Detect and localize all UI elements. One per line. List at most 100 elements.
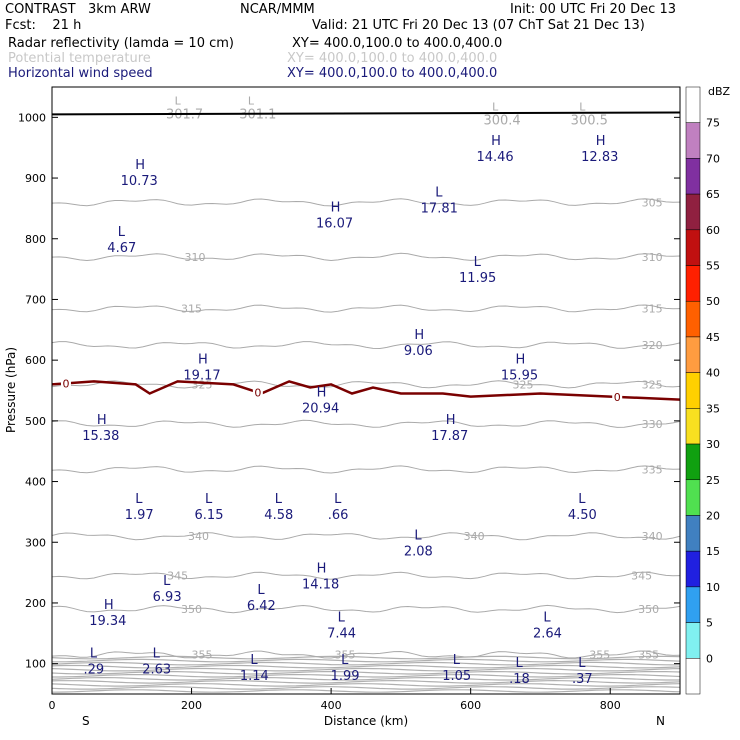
y-tick-label: 100	[25, 658, 46, 671]
wind-extremum-value: 20.94	[302, 402, 339, 417]
colorbar-swatch	[685, 372, 701, 409]
wind-extremum-type: L	[135, 492, 143, 507]
wind-extremum-type: H	[516, 352, 526, 367]
theta-contour-label: 355	[192, 649, 213, 662]
wind-extremum-type: L	[275, 492, 283, 507]
colorbar-level-label: 50	[706, 295, 720, 308]
colorbar-unit: dBZ	[708, 85, 731, 98]
x-tick-label: 800	[600, 699, 621, 712]
theta-contour-line	[52, 304, 680, 313]
colorbar-level-label: 20	[706, 509, 720, 522]
wind-extremum-type: H	[104, 598, 114, 613]
theta-contour-label: 325	[513, 378, 534, 391]
wind-extremum-value: 2.63	[142, 663, 171, 678]
theta-extremum-type: L	[175, 94, 182, 107]
wind-extremum-type: H	[317, 562, 327, 577]
wind-extremum-type: L	[153, 647, 161, 662]
theta-contour-label: 340	[188, 530, 209, 543]
wind-extremum-value: 6.15	[195, 508, 224, 523]
wind-extremum-value: 2.64	[533, 626, 562, 641]
wind-extremum-value: 6.42	[247, 599, 276, 614]
x-end-label-left: S	[82, 714, 90, 728]
wind-extremum-value: 1.05	[442, 669, 471, 684]
wind-extremum-type: L	[163, 574, 171, 589]
wind-extremum-value: 16.07	[316, 217, 353, 232]
y-axis-label: Pressure (hPa)	[4, 347, 18, 433]
colorbar-swatch	[685, 193, 701, 231]
theta-contour-label: 315	[642, 303, 663, 316]
x-tick-label: 600	[460, 699, 481, 712]
field-theta-xy: XY= 400.0,100.0 to 400.0,400.0	[287, 51, 498, 66]
wind-extremum-type: L	[414, 528, 422, 543]
theta-upper-contour	[52, 661, 680, 666]
wind-extremum-value: 12.83	[581, 150, 618, 165]
wind-extremum-type: H	[596, 134, 606, 149]
theta-upper-contour	[52, 658, 680, 663]
colorbar-level-label: 15	[706, 545, 720, 558]
wind-extremum-value: 10.73	[121, 174, 158, 189]
theta-contour-label: 320	[642, 339, 663, 352]
colorbar-swatch	[685, 86, 701, 123]
theta-upper-contour	[52, 686, 680, 690]
wind-extremum-type: L	[334, 492, 342, 507]
y-tick-label: 500	[25, 415, 46, 428]
colorbar-level-label: 65	[706, 188, 720, 201]
wind-extremum-type: L	[257, 583, 265, 598]
colorbar-level-label: 5	[706, 617, 713, 630]
wind-extremum-value: .18	[509, 672, 530, 687]
colorbar-swatch	[685, 300, 701, 338]
field-reflectivity-xy: XY= 400.0,100.0 to 400.0,400.0	[292, 36, 503, 51]
theta-contour-label: 325	[642, 378, 663, 391]
wind-extremum-type: L	[338, 610, 346, 625]
field-wind-xy: XY= 400.0,100.0 to 400.0,400.0	[287, 66, 498, 81]
x-tick-label: 0	[49, 699, 56, 712]
wind-extremum-value: 4.67	[107, 241, 136, 256]
axes: 100 200 300 400 500 600 700 800 900 1000 0 200 400 60…	[18, 111, 680, 712]
wind-extremum-value: 6.93	[153, 590, 182, 605]
wind-extremum-value: 19.17	[183, 368, 220, 383]
colorbar-swatch	[685, 515, 701, 552]
theta-contour-label: 345	[631, 570, 652, 583]
wind-extremum-type: L	[516, 656, 524, 671]
wind-extremum-type: L	[205, 492, 213, 507]
wind-extremum-type: L	[578, 492, 586, 507]
theta-upper-contour	[52, 689, 680, 693]
theta-contour-line	[52, 465, 680, 474]
colorbar-level-label: 75	[706, 117, 720, 130]
wind-extremum-type: L	[90, 647, 98, 662]
wind-extremum-type: H	[414, 328, 424, 343]
wind-extremum-value: .66	[328, 508, 349, 523]
theta-extremum-type: L	[248, 94, 255, 107]
theta-contour-label: 315	[181, 303, 202, 316]
colorbar-level-label: 25	[706, 474, 720, 487]
wind-extremum-type: H	[198, 352, 208, 367]
colorbar-swatch	[685, 443, 701, 481]
theta-contour-label: 355	[589, 649, 610, 662]
wind-extremum-type: L	[578, 656, 586, 671]
freezing-level-label: 0	[614, 391, 621, 404]
theta-contour-label: 340	[642, 530, 663, 543]
y-tick-label: 400	[25, 476, 46, 489]
colorbar-swatch	[685, 122, 701, 159]
wind-extremum-value: 2.08	[404, 544, 433, 559]
theta-contour-label: 335	[642, 463, 663, 476]
freezing-level-line: 0 0 0	[52, 377, 680, 404]
freezing-label-bg	[612, 390, 623, 402]
theta-contour-line	[52, 604, 680, 614]
wind-extremum-value: 1.99	[331, 669, 360, 684]
init-time: Init: 00 UTC Fri 20 Dec 13	[510, 2, 676, 17]
theta-upper-contour	[52, 679, 680, 684]
colorbar-level-label: 40	[706, 367, 720, 380]
colorbar-swatch	[685, 586, 701, 623]
wind-extremum-type: H	[97, 413, 107, 428]
colorbar-level-label: 10	[706, 581, 720, 594]
y-tick-label: 300	[25, 536, 46, 549]
plot-frame	[51, 86, 681, 695]
field-reflectivity-label: Radar reflectivity (lamda = 10 cm)	[8, 36, 234, 51]
wind-extremum-value: 19.34	[89, 614, 126, 629]
theta-contour-line	[52, 419, 680, 428]
wind-extremum-value: 9.06	[404, 344, 433, 359]
colorbar-swatch	[685, 408, 701, 445]
